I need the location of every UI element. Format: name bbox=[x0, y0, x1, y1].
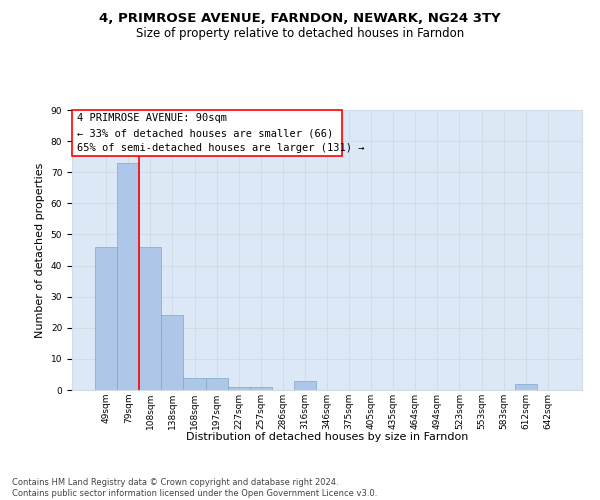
Bar bbox=[227, 387, 250, 390]
FancyBboxPatch shape bbox=[72, 110, 342, 156]
Bar bbox=[515, 384, 537, 390]
Bar bbox=[117, 163, 139, 390]
Text: Size of property relative to detached houses in Farndon: Size of property relative to detached ho… bbox=[136, 28, 464, 40]
Text: 4 PRIMROSE AVENUE: 90sqm
← 33% of detached houses are smaller (66)
65% of semi-d: 4 PRIMROSE AVENUE: 90sqm ← 33% of detach… bbox=[77, 114, 365, 153]
Bar bbox=[294, 380, 316, 390]
Text: 4, PRIMROSE AVENUE, FARNDON, NEWARK, NG24 3TY: 4, PRIMROSE AVENUE, FARNDON, NEWARK, NG2… bbox=[99, 12, 501, 26]
Bar bbox=[161, 316, 184, 390]
Bar bbox=[95, 247, 117, 390]
Bar bbox=[250, 387, 272, 390]
Text: Contains HM Land Registry data © Crown copyright and database right 2024.
Contai: Contains HM Land Registry data © Crown c… bbox=[12, 478, 377, 498]
Text: Distribution of detached houses by size in Farndon: Distribution of detached houses by size … bbox=[186, 432, 468, 442]
Bar bbox=[139, 247, 161, 390]
Bar bbox=[206, 378, 227, 390]
Y-axis label: Number of detached properties: Number of detached properties bbox=[35, 162, 45, 338]
Bar bbox=[184, 378, 206, 390]
